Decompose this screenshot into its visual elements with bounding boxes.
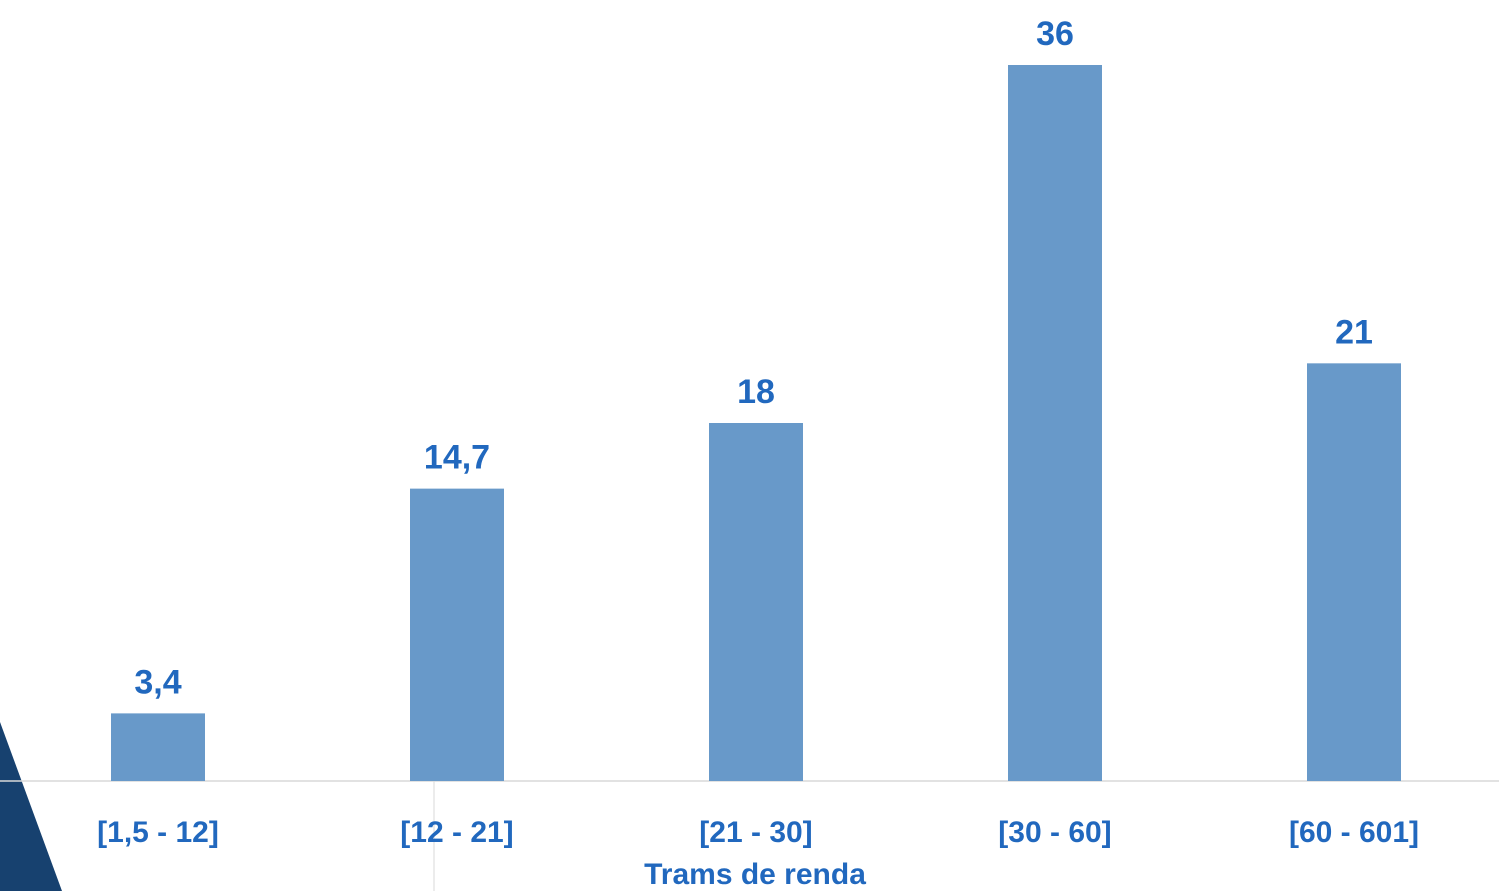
x-tick-label-2: [12 - 21] xyxy=(400,816,513,849)
bar-2 xyxy=(410,488,504,781)
bar-1 xyxy=(111,713,205,781)
x-tick-label-3: [21 - 30] xyxy=(699,816,812,849)
corner-decoration xyxy=(0,722,62,891)
bar-3 xyxy=(709,423,803,781)
x-tick-label-1: [1,5 - 12] xyxy=(97,816,219,849)
data-label-3: 18 xyxy=(737,373,775,411)
x-axis-title: Trams de renda xyxy=(644,858,866,891)
data-label-1: 3,4 xyxy=(134,663,181,701)
bars-group xyxy=(111,65,1401,781)
bar-4 xyxy=(1008,65,1102,781)
data-labels-group: 3,4 14,7 18 36 21 xyxy=(134,15,1373,701)
data-label-4: 36 xyxy=(1036,15,1074,53)
data-label-5: 21 xyxy=(1335,313,1373,351)
bar-5 xyxy=(1307,363,1401,781)
x-tick-label-4: [30 - 60] xyxy=(998,816,1111,849)
data-label-2: 14,7 xyxy=(424,439,490,477)
x-tick-labels-group: [1,5 - 12] [12 - 21] [21 - 30] [30 - 60] [60… xyxy=(97,816,1419,849)
x-tick-label-5: [60 - 601] xyxy=(1289,816,1419,849)
